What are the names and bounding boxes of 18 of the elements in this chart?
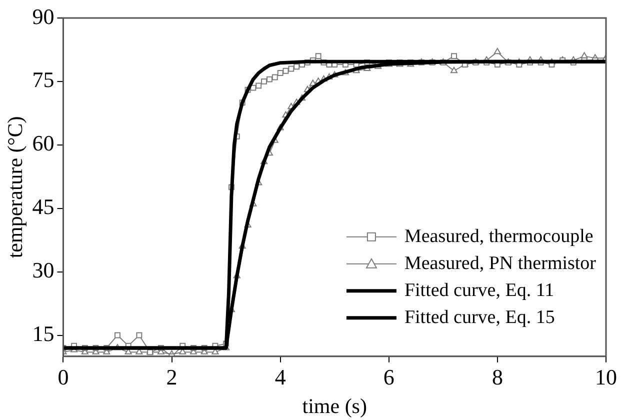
legend-label: Fitted curve, Eq. 15 (404, 306, 555, 328)
x-tick-label: 10 (595, 364, 617, 390)
x-tick-label: 4 (274, 364, 286, 390)
x-tick-label: 2 (166, 364, 178, 390)
y-tick-label: 90 (32, 4, 54, 29)
x-tick-label: 0 (58, 364, 69, 390)
y-axis-title: temperature (°C) (3, 116, 28, 258)
y-tick-label: 15 (32, 321, 54, 346)
y-tick-label: 30 (32, 258, 54, 283)
legend-label: Measured, PN thermistor (404, 252, 597, 274)
legend-label: Measured, thermocouple (404, 226, 594, 247)
y-tick-label: 60 (32, 130, 54, 156)
x-tick-label: 8 (492, 364, 503, 390)
y-tick-label: 45 (32, 194, 54, 220)
x-tick-label: 6 (383, 364, 394, 390)
y-tick-label: 75 (32, 67, 54, 92)
legend-label: Fitted curve, Eq. 11 (404, 280, 554, 301)
x-axis-title: time (s) (302, 394, 367, 418)
